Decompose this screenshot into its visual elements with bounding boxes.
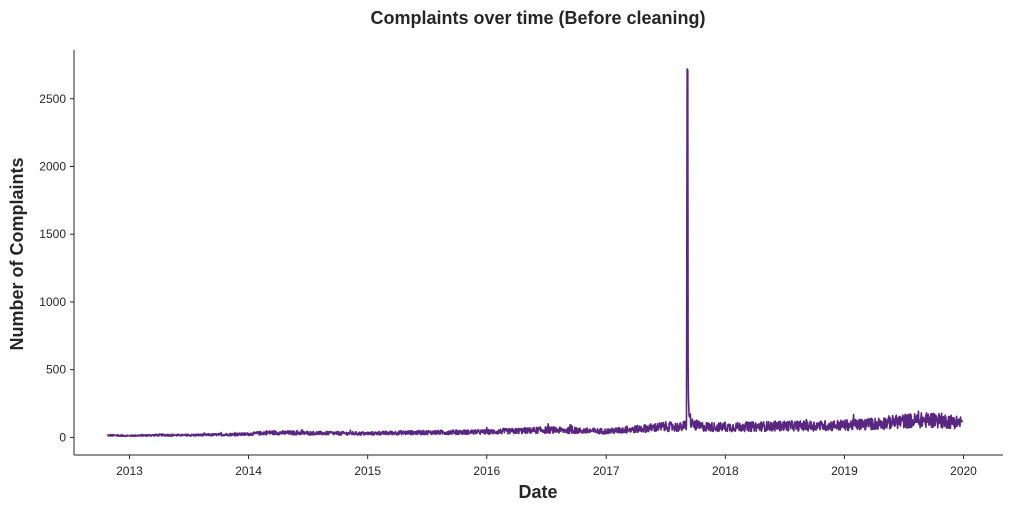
y-tick-label: 2000 xyxy=(39,159,66,173)
x-axis-ticks: 2013 2014 2015 2016 2017 2018 2019 2020 xyxy=(116,455,977,478)
y-tick-label: 0 xyxy=(59,430,66,444)
x-axis-label: Date xyxy=(518,482,557,502)
y-axis-label: Number of Complaints xyxy=(7,157,27,350)
x-tick-label: 2019 xyxy=(831,464,858,478)
x-tick-label: 2018 xyxy=(712,464,739,478)
chart-title: Complaints over time (Before cleaning) xyxy=(370,8,705,28)
x-tick-label: 2013 xyxy=(116,464,143,478)
x-tick-label: 2016 xyxy=(473,464,500,478)
y-tick-label: 1000 xyxy=(39,295,66,309)
y-tick-label: 1500 xyxy=(39,227,66,241)
x-tick-label: 2017 xyxy=(593,464,620,478)
x-tick-label: 2020 xyxy=(950,464,977,478)
x-tick-label: 2015 xyxy=(354,464,381,478)
y-axis-ticks: 0 500 1000 1500 2000 2500 xyxy=(39,92,74,444)
series-line xyxy=(106,68,963,438)
y-tick-label: 500 xyxy=(46,363,66,377)
series-layer xyxy=(106,68,963,438)
y-tick-label: 2500 xyxy=(39,92,66,106)
x-tick-label: 2014 xyxy=(235,464,262,478)
